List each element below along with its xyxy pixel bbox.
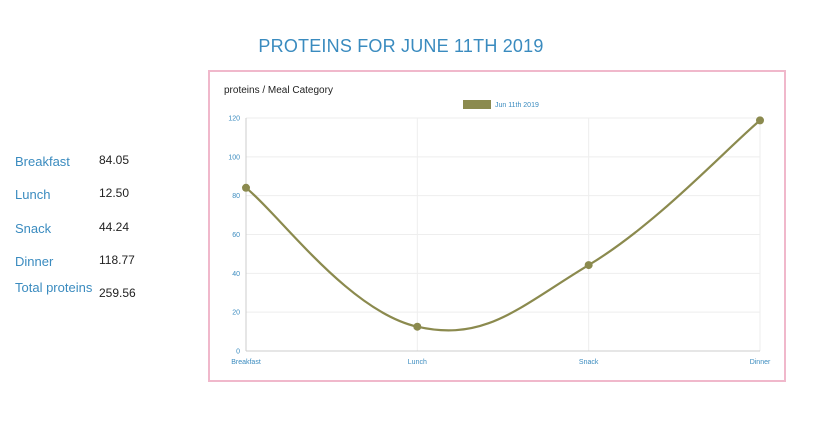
summary-value: 118.77 [99, 253, 135, 267]
summary-label: Dinner [15, 254, 54, 269]
y-tick-label: 120 [228, 116, 240, 123]
x-tick-label: Snack [579, 359, 599, 366]
summary-label: Total proteins [15, 280, 93, 295]
x-tick-label: Lunch [408, 359, 427, 366]
summary-row-lunch: Lunch 12.50 [15, 186, 195, 216]
summary-label: Snack [15, 221, 52, 236]
summary-value: 84.05 [99, 153, 130, 167]
summary-row-breakfast: Breakfast 84.05 [15, 153, 195, 183]
y-tick-label: 0 [236, 349, 240, 356]
y-tick-label: 100 [228, 154, 240, 161]
summary-value: 12.50 [99, 186, 130, 200]
data-point[interactable] [584, 261, 593, 270]
x-tick-label: Breakfast [231, 359, 261, 366]
chart-legend[interactable]: Jun 11th 2019 [463, 100, 539, 109]
summary-value: 259.56 [99, 286, 136, 300]
legend-swatch [463, 100, 491, 109]
data-point[interactable] [756, 116, 764, 125]
summary-row-snack: Snack 44.24 [15, 220, 195, 250]
summary-row-dinner: Dinner 118.77 [15, 253, 195, 283]
series-line [245, 119, 761, 332]
y-tick-label: 80 [232, 193, 240, 200]
y-tick-label: 40 [232, 271, 240, 278]
summary-label: Lunch [15, 187, 51, 202]
summary-label: Breakfast [15, 154, 70, 169]
x-tick-label: Dinner [750, 359, 771, 366]
chart-panel: proteins / Meal Category 0 20 40 60 80 100 120… [208, 70, 786, 382]
summary-row-total: Total proteins 259.56 [15, 281, 195, 309]
y-tick-label: 60 [232, 232, 240, 239]
y-tick-label: 20 [232, 310, 240, 317]
data-point[interactable] [413, 322, 422, 331]
page-title: PROTEINS FOR JUNE 11TH 2019 [258, 36, 544, 56]
chart-title: proteins / Meal Category [224, 85, 333, 96]
legend-label: Jun 11th 2019 [495, 102, 539, 109]
summary-value: 44.24 [99, 220, 130, 234]
data-point[interactable] [242, 183, 250, 192]
chart-axes: 0 20 40 60 80 100 120 Breakfast Lunch Snack Dinner [228, 116, 771, 367]
protein-line-chart: proteins / Meal Category 0 20 40 60 80 100 120… [224, 85, 771, 367]
chart-series [242, 116, 764, 332]
